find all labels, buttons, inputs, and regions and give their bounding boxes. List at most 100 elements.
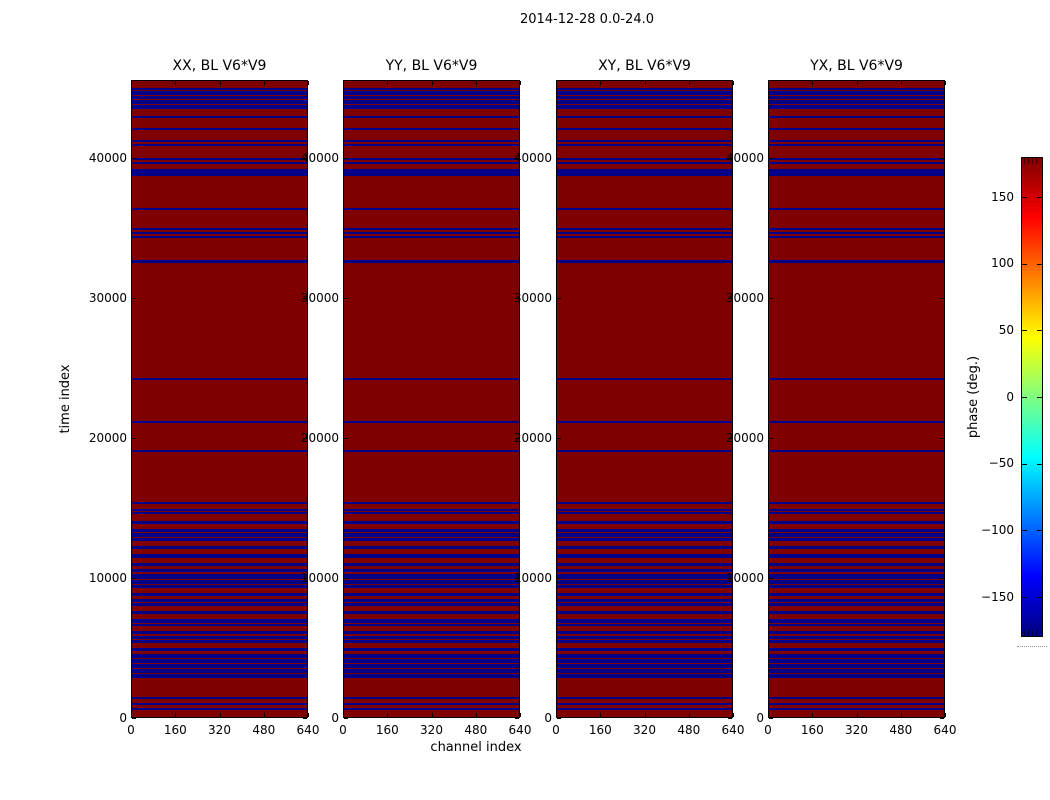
phase-stripe	[132, 116, 307, 118]
phase-stripe	[769, 529, 944, 532]
y-tick-label: 30000	[513, 290, 552, 305]
x-tick-mark	[263, 713, 265, 717]
y-tick-mark	[728, 298, 732, 299]
colorbar-tick-label: 50	[998, 322, 1014, 337]
heatmap-panel	[556, 80, 733, 718]
phase-stripe	[344, 158, 519, 160]
y-tick-mark	[940, 298, 944, 299]
x-tick-label: 160	[163, 723, 187, 737]
phase-stripe	[769, 658, 944, 663]
phase-stripe	[769, 640, 944, 643]
phase-stripe	[132, 450, 307, 452]
colorbar-tick-mark	[1022, 530, 1027, 532]
x-tick-mark	[219, 713, 221, 717]
y-tick-mark	[344, 438, 348, 439]
phase-stripe	[557, 128, 732, 130]
y-tick-mark	[303, 158, 307, 159]
phase-stripe	[132, 521, 307, 524]
phase-stripe	[557, 623, 732, 627]
x-tick-mark	[768, 713, 769, 717]
x-tick-mark	[600, 81, 602, 85]
colorbar-tick-label: −150	[981, 589, 1014, 604]
phase-stripe	[344, 553, 519, 558]
phase-stripe	[769, 420, 944, 424]
x-tick-mark	[431, 81, 433, 85]
phase-stripe	[769, 228, 944, 230]
phase-stripe	[769, 648, 944, 651]
phase-stripe	[132, 95, 307, 100]
phase-stripe	[344, 377, 519, 381]
phase-stripe	[132, 708, 307, 711]
y-tick-mark	[132, 718, 136, 719]
y-tick-label: 0	[119, 710, 127, 725]
phase-stripe	[344, 95, 519, 100]
y-tick-mark	[303, 718, 307, 719]
phase-stripe	[132, 228, 307, 230]
x-tick-mark	[263, 81, 265, 85]
phase-stripe	[557, 619, 732, 623]
y-tick-label: 20000	[725, 430, 764, 445]
phase-stripe	[344, 674, 519, 678]
phase-stripe	[344, 511, 519, 515]
colorbar-tick-mark	[1037, 330, 1042, 332]
phase-stripe	[344, 450, 519, 452]
phase-stripe	[557, 579, 732, 585]
y-axis-label: time index	[58, 364, 73, 434]
x-tick-mark	[343, 713, 344, 717]
phase-stripe	[132, 619, 307, 623]
phase-stripe	[769, 654, 944, 658]
phase-stripe	[557, 93, 732, 96]
colorbar	[1021, 157, 1043, 637]
phase-stripe	[132, 128, 307, 130]
phase-stripe	[557, 674, 732, 678]
y-tick-mark	[515, 158, 519, 159]
phase-stripe	[344, 599, 519, 602]
y-tick-label: 20000	[88, 430, 127, 445]
x-tick-mark	[175, 81, 177, 85]
phase-stripe	[132, 563, 307, 566]
y-tick-mark	[728, 718, 732, 719]
colorbar-tick-mark	[1037, 463, 1042, 465]
phase-stripe	[344, 611, 519, 614]
phase-stripe	[769, 116, 944, 118]
phase-stripe	[557, 669, 732, 673]
phase-stripe	[344, 602, 519, 607]
heatmap-panel	[343, 80, 520, 718]
x-tick-mark	[945, 81, 946, 85]
y-tick-mark	[132, 158, 136, 159]
phase-stripe	[557, 532, 732, 537]
phase-stripe	[557, 143, 732, 146]
x-tick-mark	[387, 81, 389, 85]
phase-stripe	[132, 553, 307, 558]
y-tick-mark	[557, 438, 561, 439]
phase-stripe	[769, 532, 944, 537]
colorbar-bottom-hatch	[1024, 630, 1040, 636]
colorbar-tick-mark	[1022, 263, 1027, 265]
phase-stripe	[557, 87, 732, 90]
x-tick-label: 320	[208, 723, 231, 737]
phase-stripe	[769, 236, 944, 238]
y-tick-mark	[557, 718, 561, 719]
phase-stripe	[132, 100, 307, 105]
colorbar-tick-mark	[1022, 330, 1027, 332]
phase-stripe	[769, 521, 944, 524]
x-tick-label: 640	[508, 723, 532, 737]
phase-stripe	[344, 168, 519, 176]
x-tick-mark	[219, 81, 221, 85]
y-tick-mark	[940, 438, 944, 439]
x-axis-label: channel index	[430, 740, 522, 755]
phase-stripe	[132, 569, 307, 572]
x-tick-label: 320	[845, 723, 868, 737]
phase-stripe	[769, 511, 944, 515]
phase-stripe	[557, 545, 732, 550]
phase-stripe	[344, 420, 519, 424]
phase-stripe	[344, 100, 519, 105]
x-tick-mark	[343, 81, 344, 85]
x-tick-mark	[131, 713, 132, 717]
x-tick-mark	[308, 81, 309, 85]
y-tick-label: 30000	[88, 290, 127, 305]
colorbar-under-dots	[1017, 646, 1047, 647]
x-tick-mark	[900, 713, 902, 717]
phase-stripe	[557, 509, 732, 511]
colorbar-tick-label: −100	[981, 522, 1014, 537]
